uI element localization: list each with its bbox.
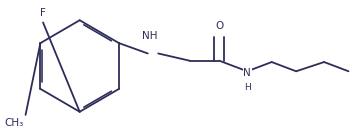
Text: NH: NH — [142, 31, 157, 41]
Text: O: O — [215, 21, 224, 31]
Text: F: F — [40, 8, 46, 18]
Text: N: N — [243, 68, 251, 78]
Text: H: H — [244, 83, 251, 92]
Text: CH₃: CH₃ — [5, 118, 24, 128]
